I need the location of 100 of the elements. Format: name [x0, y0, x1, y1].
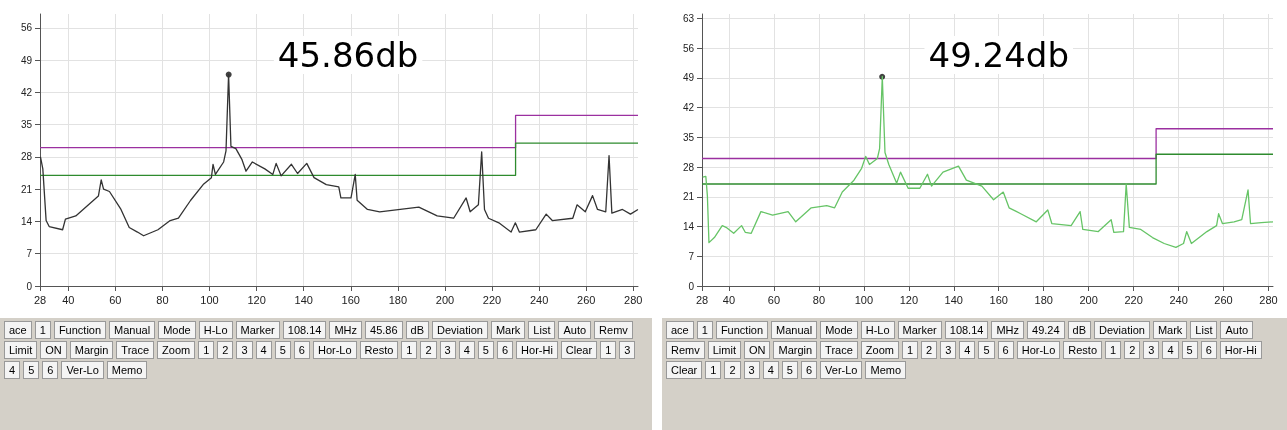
text: 5: [1181, 341, 1198, 359]
text: Mode: [158, 321, 196, 339]
y-tick-label: 35: [20, 119, 33, 131]
text: Clear: [560, 341, 598, 359]
x-tick-label: 240: [529, 293, 549, 306]
text: Margin: [69, 341, 114, 359]
text: 2: [921, 341, 938, 359]
x-tick-label: 140: [294, 293, 313, 306]
text: 4: [959, 341, 976, 359]
text: 3: [619, 341, 636, 359]
text: 6: [496, 341, 514, 359]
text: Mode: [820, 321, 858, 339]
x-tick-label: 200: [435, 293, 455, 306]
text: MHz: [329, 321, 363, 339]
text: 1: [901, 341, 919, 359]
text: 1: [696, 321, 713, 339]
annotation: 45.86db: [277, 35, 419, 75]
x-tick-label: 240: [1169, 293, 1188, 306]
text: 5: [274, 341, 291, 359]
x-tick-label: 120: [247, 293, 266, 306]
x-tick-label: 40: [722, 293, 736, 306]
y-tick-label: 28: [20, 151, 33, 163]
x-tick-label: 220: [1124, 293, 1143, 306]
x-tick-label: 180: [388, 293, 408, 306]
text: 6: [293, 341, 310, 359]
text: 1: [401, 341, 418, 359]
text: Memo: [865, 361, 907, 379]
x-tick-label: 180: [1034, 293, 1053, 306]
text: ace: [4, 321, 32, 339]
text: Limit: [707, 341, 741, 359]
text: Trace: [820, 341, 858, 359]
x-tick-label: 220: [482, 293, 502, 306]
y-tick-label: 42: [20, 86, 33, 98]
text: 4: [255, 341, 272, 359]
text: Manual: [771, 321, 818, 339]
text: ON: [743, 341, 771, 359]
text: dB: [1067, 321, 1092, 339]
text: Deviation: [1094, 321, 1150, 339]
y-tick-label: 42: [682, 102, 695, 113]
x-tick-label: 280: [1259, 293, 1278, 306]
text: Auto: [1220, 321, 1254, 339]
text: 45.86: [365, 321, 403, 339]
text: Marker: [897, 321, 942, 339]
text: Memo: [106, 361, 148, 379]
line-series: [702, 75, 1274, 248]
annotation: 49.24db: [928, 35, 1069, 75]
text: List: [528, 321, 556, 339]
text: 2: [217, 341, 234, 359]
text: MHz: [991, 321, 1025, 339]
y-tick-label: 56: [20, 22, 33, 34]
text: 3: [236, 341, 253, 359]
text: Remv: [594, 321, 633, 339]
text: Clear: [666, 361, 703, 379]
x-tick-label: 120: [899, 293, 918, 306]
x-tick-label: 280: [624, 293, 643, 306]
text: Deviation: [432, 321, 488, 339]
text: 2: [1124, 341, 1141, 359]
text: Trace: [116, 341, 155, 359]
text: 5: [781, 361, 798, 379]
y-tick-label: 56: [682, 42, 695, 54]
text: 3: [940, 341, 957, 359]
text: 2: [724, 361, 741, 379]
text: dB: [405, 321, 430, 339]
text: Hor-Lo: [1016, 341, 1061, 359]
text: 1: [1105, 341, 1122, 359]
text: Remv: [666, 341, 705, 359]
text: 3: [439, 341, 456, 359]
text: H-Lo: [198, 321, 233, 339]
y-tick-label: 28: [682, 161, 695, 173]
line-series: [39, 73, 639, 237]
text: 6: [800, 361, 818, 379]
text: 6: [1200, 341, 1217, 359]
text: 3: [1143, 341, 1160, 359]
y-tick-label: 14: [682, 221, 695, 232]
y-tick-label: 49: [20, 54, 33, 66]
x-tick-label: 260: [1214, 293, 1233, 306]
y-tick-label: 35: [682, 131, 695, 143]
text: ON: [40, 341, 67, 359]
x-tick-label: 260: [577, 293, 596, 306]
text: Auto: [558, 321, 592, 339]
text: 5: [978, 341, 995, 359]
text: Mark: [1152, 321, 1188, 339]
text: Function: [715, 321, 769, 339]
text: Limit: [4, 341, 38, 359]
text: 6: [42, 361, 59, 379]
text: 5: [23, 361, 40, 379]
x-tick-label: 200: [1079, 293, 1098, 306]
x-tick-label: 60: [109, 293, 122, 306]
text: 5: [477, 341, 494, 359]
text: 108.14: [944, 321, 989, 339]
text: 4: [4, 361, 21, 379]
text: 6: [997, 341, 1014, 359]
text: Resto: [359, 341, 399, 359]
text: List: [1190, 321, 1218, 339]
text: 4: [1162, 341, 1179, 359]
y-tick-label: 21: [682, 191, 695, 203]
text: Marker: [235, 321, 280, 339]
x-tick-label: 60: [767, 293, 781, 306]
text: 108.14: [282, 321, 327, 339]
x-tick-label: 100: [854, 293, 874, 306]
